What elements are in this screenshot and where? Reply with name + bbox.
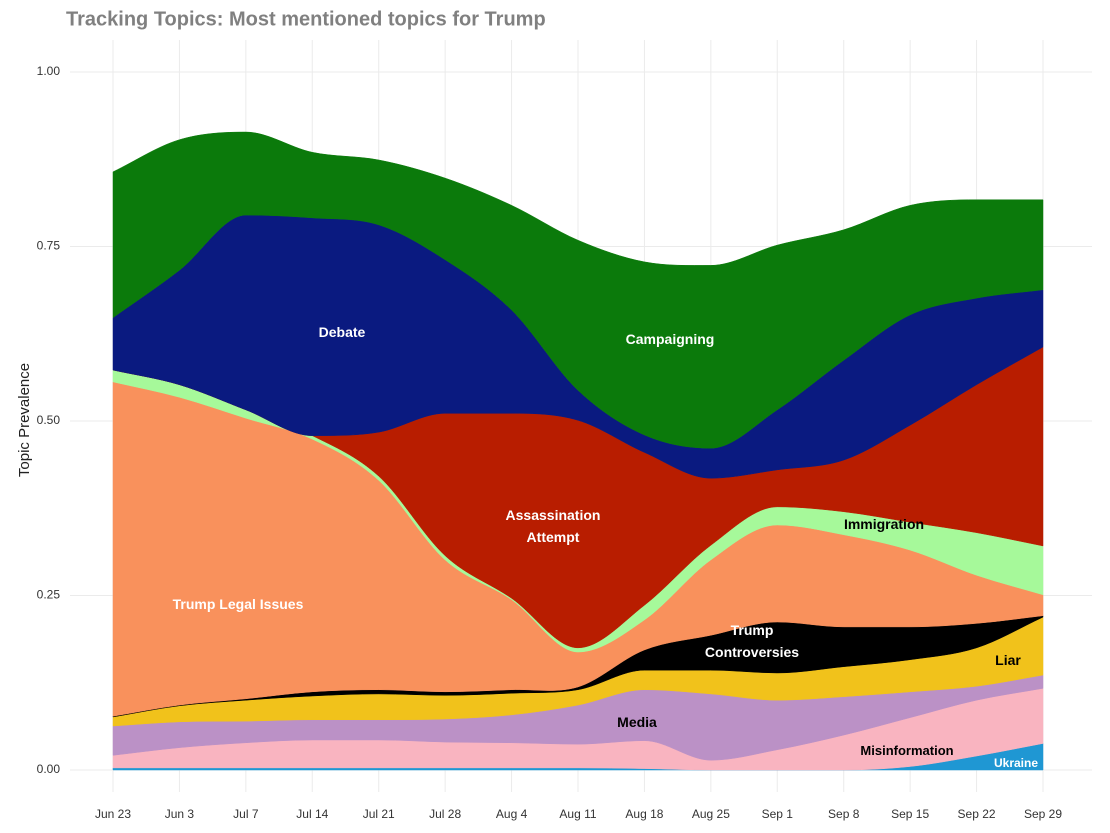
y-tick-label: 0.00 <box>37 762 61 776</box>
x-tick-label: Jul 7 <box>233 807 259 821</box>
chart-title: Tracking Topics: Most mentioned topics f… <box>66 8 546 30</box>
x-tick-label: Sep 8 <box>828 807 860 821</box>
x-tick-label: Jul 14 <box>296 807 328 821</box>
area <box>112 131 1044 449</box>
x-tick-label: Jun 23 <box>95 807 131 821</box>
y-tick-label: 0.25 <box>37 588 61 602</box>
y-tick-label: 0.50 <box>37 413 61 427</box>
x-tick-label: Sep 29 <box>1024 807 1062 821</box>
area-label: Trump Controversies <box>704 622 800 660</box>
area-label: Debate <box>318 324 366 340</box>
y-axis-title: Topic Prevalence <box>16 363 33 477</box>
area-label: Ukraine <box>993 756 1039 770</box>
x-tick-label: Aug 4 <box>496 807 528 821</box>
area-label: Misinformation <box>860 743 954 758</box>
area-label: Media <box>617 714 657 730</box>
area-label: Immigration <box>843 516 925 532</box>
x-tick-label: Aug 11 <box>559 807 596 821</box>
area-label: Campaigning <box>625 331 715 347</box>
y-tick-label: 0.75 <box>37 239 61 253</box>
area-label: Trump Legal Issues <box>172 596 304 612</box>
x-tick-label: Aug 25 <box>692 807 730 821</box>
x-tick-label: Jun 3 <box>165 807 195 821</box>
x-tick-label: Jul 21 <box>363 807 395 821</box>
x-tick-label: Sep 15 <box>891 807 929 821</box>
y-tick-label: 1.00 <box>37 64 61 78</box>
area-label: Assassination Attempt <box>505 507 601 545</box>
x-tick-label: Sep 1 <box>762 807 794 821</box>
x-tick-label: Aug 18 <box>625 807 663 821</box>
x-tick-label: Sep 22 <box>958 807 996 821</box>
x-tick-label: Jul 28 <box>429 807 461 821</box>
area-label: Liar <box>995 652 1021 668</box>
